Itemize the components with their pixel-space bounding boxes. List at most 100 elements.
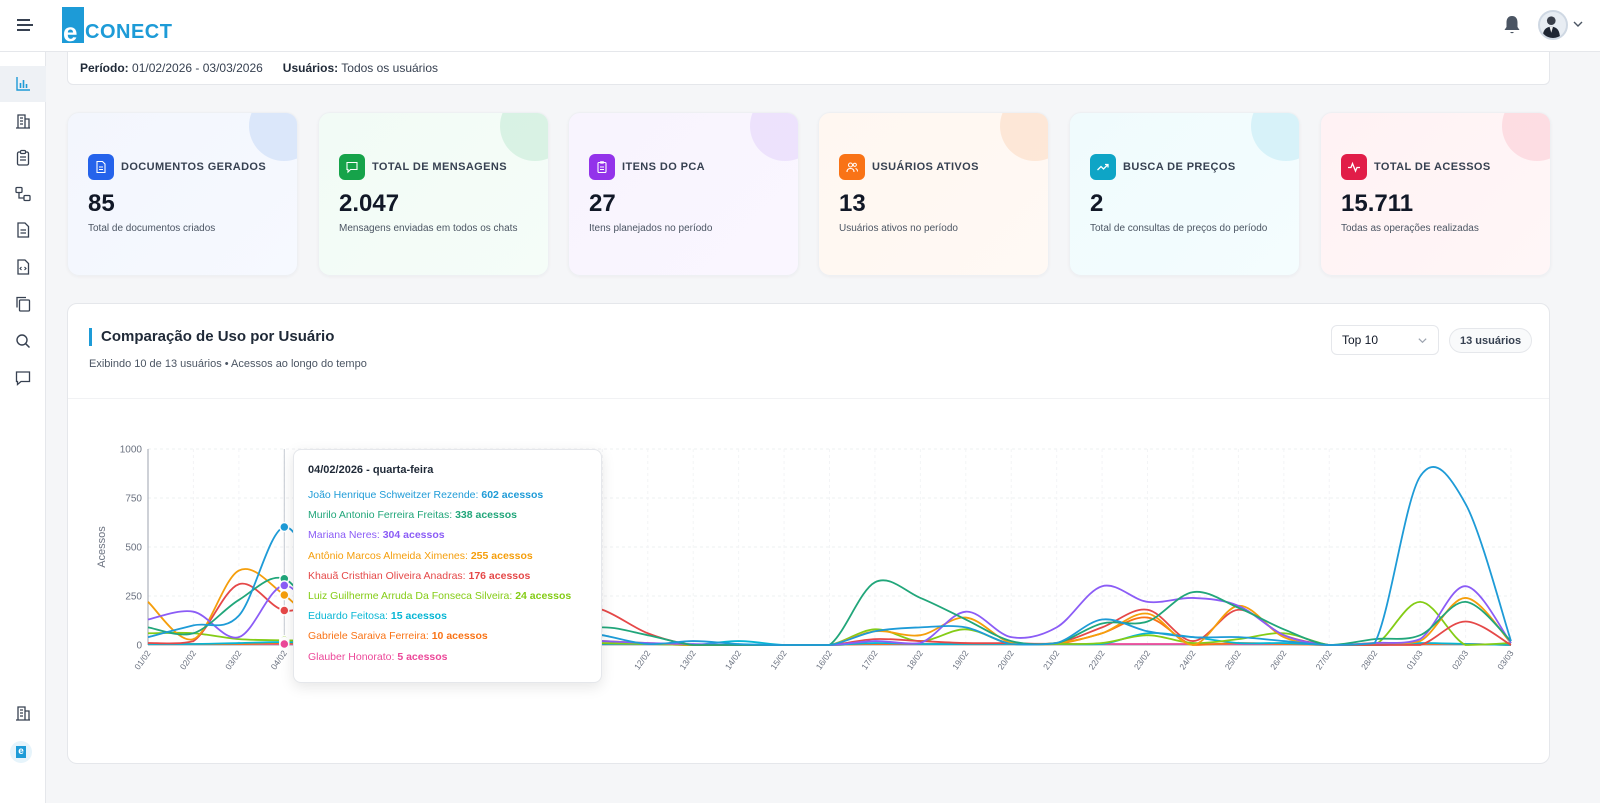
hover-point — [279, 638, 290, 650]
card-description: Total de consultas de preços do período — [1090, 223, 1268, 234]
building-icon — [16, 706, 30, 721]
clipboard-icon — [16, 149, 30, 166]
hover-point — [279, 605, 290, 616]
sidebar-item-copy[interactable] — [0, 286, 46, 322]
avatar[interactable] — [1538, 10, 1568, 40]
x-tick-label: 27/02 — [1314, 648, 1335, 671]
card-value: 13 — [839, 190, 866, 217]
stat-card-messages: TOTAL DE MENSAGENS 2.047 Mensagens envia… — [318, 112, 549, 276]
user-count-badge: 13 usuários — [1449, 328, 1533, 353]
tooltip-date: 04/02/2026 - quarta-feira — [308, 464, 434, 476]
x-tick-label: 01/03 — [1404, 648, 1425, 671]
workflow-icon — [15, 186, 31, 202]
y-tick-label: 250 — [125, 592, 142, 603]
y-tick-label: 750 — [125, 494, 142, 505]
trending-up-icon — [1090, 154, 1116, 180]
sidebar: e — [0, 52, 46, 803]
sidebar-item-dashboard[interactable] — [0, 66, 46, 102]
x-tick-label: 18/02 — [905, 648, 926, 671]
card-value: 2 — [1090, 190, 1104, 217]
hover-point — [279, 589, 290, 601]
sidebar-item-organization[interactable] — [0, 695, 46, 731]
x-tick-label: 28/02 — [1359, 648, 1380, 671]
app-logo[interactable]: e CONECT — [62, 7, 173, 45]
stat-card-documents: DOCUMENTOS GERADOS 85 Total de documento… — [67, 112, 298, 276]
stat-card-active-users: USUÁRIOS ATIVOS 13 Usuários ativos no pe… — [818, 112, 1049, 276]
x-tick-label: 14/02 — [723, 648, 744, 671]
x-tick-label: 04/02 — [269, 648, 290, 671]
x-tick-label: 21/02 — [1041, 648, 1062, 671]
bar-chart-icon — [16, 77, 30, 91]
panel-subtitle: Exibindo 10 de 13 usuários • Acessos ao … — [89, 358, 367, 370]
hamburger-icon[interactable] — [14, 14, 36, 36]
tooltip-row: Antônio Marcos Almeida Ximenes: 255 aces… — [308, 549, 533, 562]
panel-title: Comparação de Uso por Usuário — [89, 328, 334, 346]
top-bar: e CONECT — [0, 0, 1600, 52]
chevron-down-icon — [1418, 337, 1427, 343]
tooltip-row: Gabriele Saraiva Ferreira: 10 acessos — [308, 630, 488, 643]
card-value: 2.047 — [339, 190, 400, 217]
y-axis-label: Acessos — [96, 526, 108, 568]
users-filter: Usuários: Todos os usuários — [282, 61, 439, 75]
hover-point — [279, 580, 290, 591]
econect-logo-icon[interactable]: e — [10, 741, 32, 763]
bell-icon[interactable] — [1502, 14, 1522, 36]
chat-icon — [15, 371, 31, 386]
x-tick-label: 01/02 — [132, 648, 153, 671]
sidebar-item-workflow[interactable] — [0, 176, 46, 212]
search-icon — [16, 334, 31, 349]
stat-card-price-search: BUSCA DE PREÇOS 2 Total de consultas de … — [1069, 112, 1300, 276]
x-tick-label: 13/02 — [677, 648, 698, 671]
sidebar-item-document[interactable] — [0, 212, 46, 248]
logo-mark: e — [62, 7, 84, 45]
card-title: ITENS DO PCA — [622, 161, 706, 173]
card-title: TOTAL DE ACESSOS — [1374, 161, 1491, 173]
y-tick-label: 500 — [125, 543, 142, 554]
tooltip-row: Murilo Antonio Ferreira Freitas: 338 ace… — [308, 509, 517, 522]
message-icon — [339, 154, 365, 180]
x-tick-label: 16/02 — [814, 648, 835, 671]
card-description: Mensagens enviadas em todos os chats — [339, 223, 518, 234]
stat-card-pca-items: ITENS DO PCA 27 Itens planejados no perí… — [568, 112, 799, 276]
x-tick-label: 26/02 — [1268, 648, 1289, 671]
x-tick-label: 24/02 — [1177, 648, 1198, 671]
card-description: Todas as operações realizadas — [1341, 223, 1479, 234]
sidebar-item-buildings[interactable] — [0, 103, 46, 139]
sidebar-item-chat[interactable] — [0, 360, 46, 396]
card-description: Total de documentos criados — [88, 223, 216, 234]
top-n-select[interactable]: Top 10 — [1331, 325, 1439, 355]
x-tick-label: 15/02 — [768, 648, 789, 671]
card-description: Usuários ativos no período — [839, 223, 958, 234]
x-tick-label: 12/02 — [632, 648, 653, 671]
x-tick-label: 03/02 — [223, 648, 244, 671]
tooltip-row: Luiz Guilherme Arruda Da Fonseca Silveir… — [308, 590, 572, 603]
card-value: 27 — [589, 190, 616, 217]
sidebar-item-clipboard[interactable] — [0, 140, 46, 176]
y-tick-label: 1000 — [120, 445, 143, 456]
tooltip-row: Eduardo Feitosa: 15 acessos — [308, 610, 447, 623]
x-tick-label: 23/02 — [1132, 648, 1153, 671]
x-tick-label: 03/03 — [1495, 648, 1516, 671]
document-icon — [17, 222, 30, 238]
filter-summary-bar: Período: 01/02/2026 - 03/03/2026 Usuário… — [67, 52, 1550, 85]
sidebar-item-search[interactable] — [0, 323, 46, 359]
card-description: Itens planejados no período — [589, 223, 713, 234]
usage-line-chart[interactable]: 0 250 500 750 1000 Acessos 01/02 02/02 03/02 04/0… — [67, 303, 1550, 764]
tooltip-row: Mariana Neres: 304 acessos — [308, 529, 445, 542]
sidebar-item-code-file[interactable] — [0, 249, 46, 285]
logo-text: CONECT — [85, 21, 173, 43]
chart-tooltip: 04/02/2026 - quarta-feira João Henrique … — [293, 449, 602, 683]
period-filter: Período: 01/02/2026 - 03/03/2026 — [80, 61, 263, 75]
activity-icon — [1341, 154, 1367, 180]
card-title: BUSCA DE PREÇOS — [1123, 161, 1236, 173]
x-tick-label: 25/02 — [1223, 648, 1244, 671]
chevron-down-icon[interactable] — [1572, 18, 1584, 30]
card-title: TOTAL DE MENSAGENS — [372, 161, 507, 173]
clipboard-icon — [589, 154, 615, 180]
document-icon — [88, 154, 114, 180]
card-title: USUÁRIOS ATIVOS — [872, 161, 979, 173]
card-value: 85 — [88, 190, 115, 217]
users-icon — [839, 154, 865, 180]
y-tick-label: 0 — [136, 641, 142, 652]
copy-icon — [16, 296, 31, 312]
